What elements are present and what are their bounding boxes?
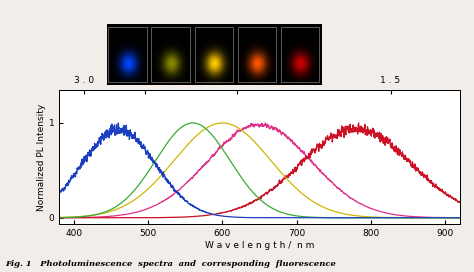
Text: Fig. 1   Photoluminescence  spectra  and  corresponding  fluorescence: Fig. 1 Photoluminescence spectra and cor… <box>5 260 336 268</box>
X-axis label: W a v e l e n g t h /  n m: W a v e l e n g t h / n m <box>205 241 314 250</box>
X-axis label: Energy / eV: Energy / eV <box>233 65 286 74</box>
Y-axis label: Normalized PL Intensity: Normalized PL Intensity <box>37 103 46 211</box>
